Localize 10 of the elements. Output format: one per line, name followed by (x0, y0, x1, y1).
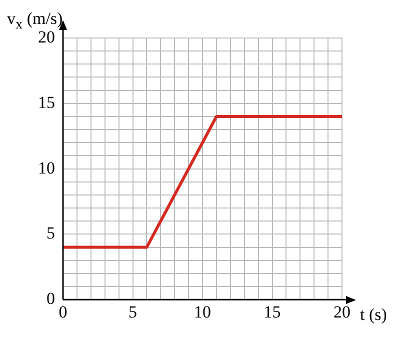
x-tick-label: 0 (58, 302, 68, 322)
x-axis-title: t (s) (360, 304, 387, 324)
x-tick-label: 15 (264, 302, 281, 322)
x-tick-label: 5 (128, 302, 137, 322)
y-tick-label: 5 (46, 224, 55, 243)
y-tick-label: 0 (46, 289, 55, 308)
y-tick-label: 10 (38, 158, 55, 178)
y-tick-label: 15 (38, 92, 55, 112)
x-tick-label: 20 (334, 302, 350, 322)
x-tick-label: 10 (194, 302, 211, 322)
